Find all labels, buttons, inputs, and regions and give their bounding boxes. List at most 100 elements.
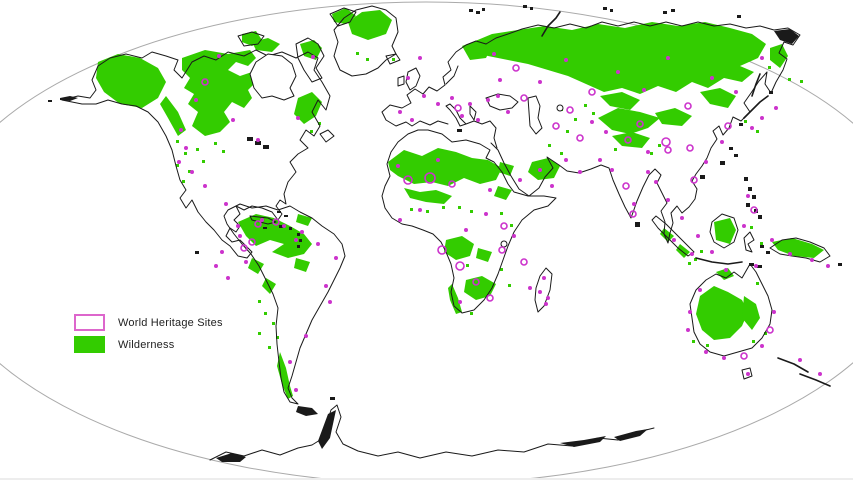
wilderness-speckle [658, 144, 661, 147]
wilderness-speckle [756, 282, 759, 285]
new-zealand-south [799, 373, 831, 387]
cuba-outline [249, 215, 277, 225]
heritage-site [334, 256, 338, 260]
wilderness-swatch [74, 336, 105, 353]
heritage-site [566, 106, 574, 114]
heritage-site [590, 120, 594, 124]
wilderness-speckle [410, 208, 413, 211]
wilderness-speckle [318, 122, 321, 125]
wilderness-patch [770, 44, 788, 68]
heritage-site [472, 278, 480, 286]
wilderness-speckle [752, 340, 755, 343]
heritage-site [750, 126, 754, 130]
heritage-site [410, 118, 414, 122]
wilderness-speckle [188, 170, 191, 173]
heritage-site [458, 300, 462, 304]
wilderness-patch [444, 236, 474, 260]
wilderness-patch [714, 218, 736, 244]
wilderness-patch [655, 108, 692, 126]
svalbard-islands [469, 5, 741, 18]
wilderness-speckle [202, 160, 205, 163]
heritage-site [518, 178, 522, 182]
heritage-site [272, 218, 280, 226]
wilderness-patch [248, 258, 264, 274]
heritage-site [610, 168, 614, 172]
heritage-site [220, 250, 224, 254]
lake-victoria [500, 240, 508, 248]
aleutian-islands [48, 96, 78, 102]
heritage-site [294, 238, 298, 242]
japan-outline [743, 95, 769, 119]
heritage-site [316, 242, 320, 246]
heritage-site [422, 94, 426, 98]
heritage-site [398, 218, 402, 222]
heritage-site [240, 244, 248, 252]
heritage-site [460, 114, 464, 118]
heritage-site [488, 188, 492, 192]
heritage-site [300, 230, 304, 234]
heritage-site [288, 360, 292, 364]
wilderness-speckle [510, 224, 513, 227]
sri-lanka [635, 222, 640, 227]
galapagos-islands [195, 251, 199, 254]
heritage-site [578, 170, 582, 174]
heritage-site [616, 70, 620, 74]
heritage-site [448, 180, 456, 188]
heritage-site [636, 120, 644, 128]
sulawesi-outline [743, 231, 755, 253]
newfoundland-outline [319, 129, 335, 143]
legend: World Heritage Sites Wilderness [74, 314, 223, 353]
tasmania-outline [741, 367, 753, 380]
wilderness-speckle [310, 130, 313, 133]
mediterranean-east-coast [465, 120, 498, 149]
wilderness-speckle [592, 112, 595, 115]
heritage-site [496, 94, 500, 98]
wilderness-speckle [222, 150, 225, 153]
heritage-site [622, 182, 630, 190]
wilderness-patch [96, 54, 166, 108]
wilderness-patch [388, 148, 502, 186]
wilderness-speckle [650, 152, 653, 155]
heritage-site [248, 238, 256, 246]
heritage-site [810, 258, 814, 262]
heritage-site [710, 76, 714, 80]
ryukyu-islands [729, 91, 773, 157]
heritage-site [544, 302, 548, 306]
antarctica-coast [209, 404, 655, 461]
wilderness-speckle [548, 144, 551, 147]
heritage-site [194, 98, 198, 102]
heritage-site [672, 238, 676, 242]
heritage-site [424, 172, 436, 184]
wilderness-speckle [356, 52, 359, 55]
wilderness-speckle [258, 300, 261, 303]
heritage-site [766, 326, 774, 334]
heritage-site [774, 106, 778, 110]
heritage-site [588, 88, 596, 96]
heritage-site [294, 388, 298, 392]
heritage-site [542, 276, 546, 280]
uk-outline [405, 67, 421, 91]
wilderness-patch [696, 286, 748, 340]
heritage-site [770, 238, 774, 242]
legend-item-wilderness: Wilderness [74, 336, 223, 353]
wilderness-speckle [560, 152, 563, 155]
wilderness-speckle [508, 284, 511, 287]
heritage-site [740, 352, 748, 360]
wilderness-patch [238, 214, 312, 258]
tierra-del-fuego [296, 406, 318, 416]
heritage-site [296, 116, 300, 120]
wilderness-speckle [500, 268, 503, 271]
wilderness-patch [182, 50, 256, 136]
north-america-outline [61, 49, 331, 259]
heritage-site [244, 260, 248, 264]
heritage-site [396, 164, 400, 168]
wilderness-patch [660, 228, 674, 242]
wilderness-patch [348, 10, 392, 40]
heritage-site [398, 110, 402, 114]
sakhalin-outline [751, 73, 761, 97]
heritage-site [260, 218, 264, 222]
philippines [744, 177, 762, 219]
wilderness-patch [294, 258, 310, 272]
